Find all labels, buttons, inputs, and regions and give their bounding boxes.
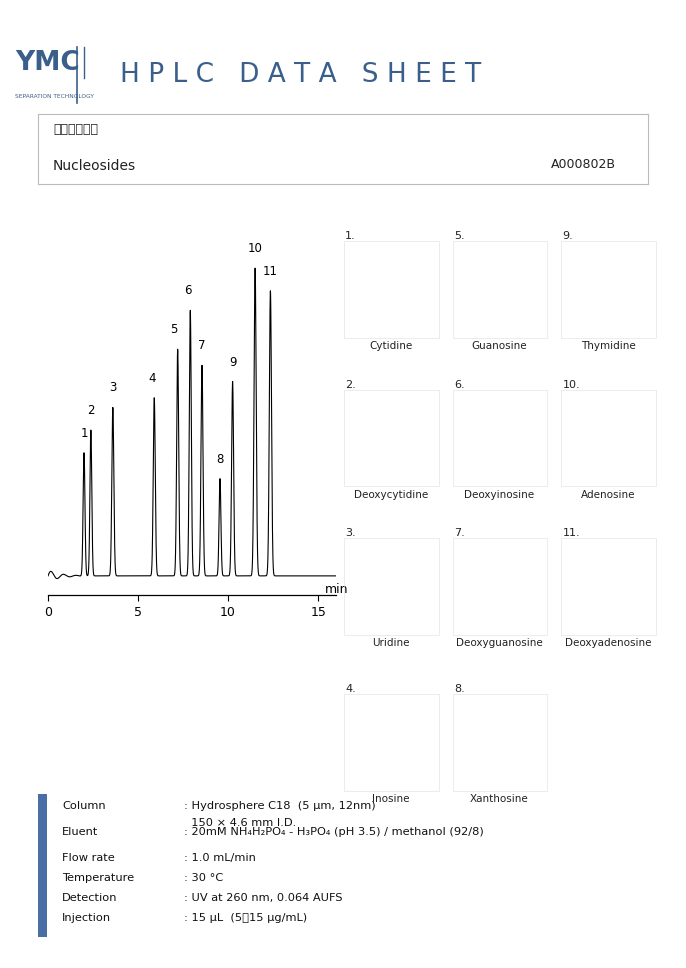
Text: Temperature: Temperature: [62, 872, 134, 883]
Text: 11.: 11.: [563, 528, 580, 538]
Text: Thymidine: Thymidine: [580, 342, 635, 351]
Text: Eluent: Eluent: [62, 827, 99, 836]
Text: : Hydrosphere C18  (5 μm, 12nm): : Hydrosphere C18 (5 μm, 12nm): [185, 801, 376, 811]
Text: A000802B: A000802B: [551, 158, 615, 171]
Text: 3.: 3.: [345, 528, 356, 538]
Text: 4.: 4.: [345, 684, 356, 694]
Text: Nucleosides: Nucleosides: [53, 160, 136, 173]
Text: min: min: [325, 583, 349, 596]
Bar: [344, 241, 438, 338]
Text: 5.: 5.: [454, 231, 464, 241]
Text: 9: 9: [229, 355, 237, 369]
Text: 8.: 8.: [454, 684, 464, 694]
Text: 10.: 10.: [563, 379, 580, 390]
Bar: [561, 538, 656, 635]
Text: 6: 6: [184, 285, 191, 297]
Text: Cytidine: Cytidine: [369, 342, 412, 351]
Bar: [453, 241, 547, 338]
Text: 3: 3: [109, 381, 117, 394]
Bar: [453, 390, 547, 486]
Text: ヌクレオシド: ヌクレオシド: [53, 123, 98, 136]
Bar: [453, 538, 547, 635]
Text: 8: 8: [216, 453, 224, 466]
Text: Deoxycytidine: Deoxycytidine: [354, 490, 428, 499]
Text: 4: 4: [149, 372, 156, 384]
Text: Adenosine: Adenosine: [581, 490, 635, 499]
Text: 1.: 1.: [345, 231, 356, 241]
Text: Flow rate: Flow rate: [62, 853, 115, 862]
Bar: [38, 794, 47, 937]
Bar: [344, 694, 438, 791]
Text: Xanthosine: Xanthosine: [470, 794, 529, 803]
Text: : 20mM NH₄H₂PO₄ - H₃PO₄ (pH 3.5) / methanol (92/8): : 20mM NH₄H₂PO₄ - H₃PO₄ (pH 3.5) / metha…: [185, 827, 484, 836]
Text: YMC: YMC: [15, 50, 80, 76]
Text: Injection: Injection: [62, 913, 111, 923]
Text: 1: 1: [80, 427, 88, 439]
Text: SEPARATION TECHNOLOGY: SEPARATION TECHNOLOGY: [15, 94, 94, 99]
Bar: [561, 390, 656, 486]
Text: Deoxyadenosine: Deoxyadenosine: [565, 638, 651, 648]
Text: 10: 10: [248, 242, 263, 256]
Text: 7.: 7.: [454, 528, 464, 538]
Text: : 15 μL  (5～15 μg/mL): : 15 μL (5～15 μg/mL): [185, 913, 307, 923]
Text: 11: 11: [263, 265, 278, 278]
Text: Deoxyinosine: Deoxyinosine: [464, 490, 534, 499]
Text: 2: 2: [87, 404, 95, 417]
Text: H P L C   D A T A   S H E E T: H P L C D A T A S H E E T: [120, 62, 482, 88]
Text: 5: 5: [170, 323, 178, 336]
Bar: [453, 694, 547, 791]
Text: 9.: 9.: [563, 231, 573, 241]
Text: : 30 °C: : 30 °C: [185, 872, 224, 883]
Text: : 1.0 mL/min: : 1.0 mL/min: [185, 853, 256, 862]
Bar: [344, 538, 438, 635]
Text: Uridine: Uridine: [372, 638, 410, 648]
Text: 6.: 6.: [454, 379, 464, 390]
Text: : UV at 260 nm, 0.064 AUFS: : UV at 260 nm, 0.064 AUFS: [185, 892, 343, 902]
Text: 2.: 2.: [345, 379, 356, 390]
Text: Column: Column: [62, 801, 106, 811]
Text: Guanosine: Guanosine: [471, 342, 528, 351]
Text: Detection: Detection: [62, 892, 118, 902]
Bar: [561, 241, 656, 338]
Text: Inosine: Inosine: [372, 794, 410, 803]
Bar: [344, 390, 438, 486]
Text: Deoxyguanosine: Deoxyguanosine: [456, 638, 543, 648]
Text: 7: 7: [198, 340, 206, 352]
Text: 150 × 4.6 mm I.D.: 150 × 4.6 mm I.D.: [185, 818, 296, 829]
